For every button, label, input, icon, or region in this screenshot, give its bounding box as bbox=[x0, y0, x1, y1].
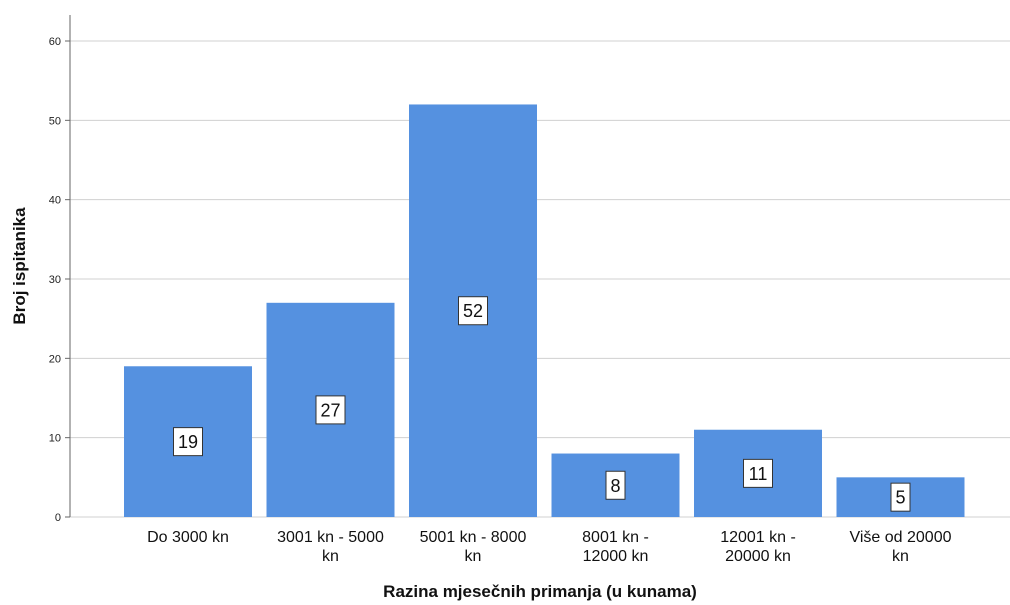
x-tick-label: 3001 kn - 5000 bbox=[277, 529, 384, 546]
y-tick-label: 50 bbox=[49, 115, 61, 127]
data-label-box bbox=[605, 470, 626, 500]
data-label: 11 bbox=[749, 464, 768, 484]
data-label-box bbox=[173, 427, 203, 457]
data-label: 8 bbox=[610, 476, 620, 496]
x-tick-label: Više od 20000 bbox=[849, 529, 951, 546]
data-label-box bbox=[743, 458, 773, 488]
data-label-box bbox=[890, 482, 911, 512]
x-axis-title: Razina mjesečnih primanja (u kunama) bbox=[383, 582, 697, 601]
data-label: 5 bbox=[895, 488, 905, 508]
y-tick-label: 60 bbox=[49, 36, 61, 48]
data-labels: 19 27 52 8 11 5 bbox=[173, 296, 911, 512]
x-axis-categories: Do 3000 kn 3001 kn - 5000 kn 5001 kn - 8000… bbox=[147, 529, 952, 565]
y-axis-ticks: 0 10 20 30 40 50 60 bbox=[49, 36, 70, 524]
y-tick-label: 20 bbox=[49, 353, 61, 365]
data-label-box bbox=[315, 395, 346, 425]
y-axis-title: Broj ispitanika bbox=[10, 207, 29, 325]
data-label: 27 bbox=[320, 400, 340, 420]
x-tick-label: 5001 kn - 8000 bbox=[420, 529, 527, 546]
data-label: 52 bbox=[463, 301, 483, 321]
x-tick-label: Do 3000 kn bbox=[147, 529, 229, 546]
x-tick-label: kn bbox=[892, 548, 909, 565]
x-tick-label: 12001 kn - bbox=[720, 529, 796, 546]
bars bbox=[124, 104, 965, 517]
y-tick-label: 0 bbox=[55, 512, 61, 524]
data-label: 19 bbox=[178, 432, 198, 452]
x-tick-label: kn bbox=[465, 548, 482, 565]
x-tick-label: 12000 kn bbox=[583, 548, 649, 565]
y-tick-label: 30 bbox=[49, 274, 61, 286]
y-tick-label: 40 bbox=[49, 195, 61, 207]
x-tick-label: 8001 kn - bbox=[582, 529, 649, 546]
data-label-box bbox=[458, 296, 488, 326]
x-tick-label: kn bbox=[322, 548, 339, 565]
y-tick-label: 10 bbox=[49, 433, 61, 445]
x-tick-label: 20000 kn bbox=[725, 548, 791, 565]
